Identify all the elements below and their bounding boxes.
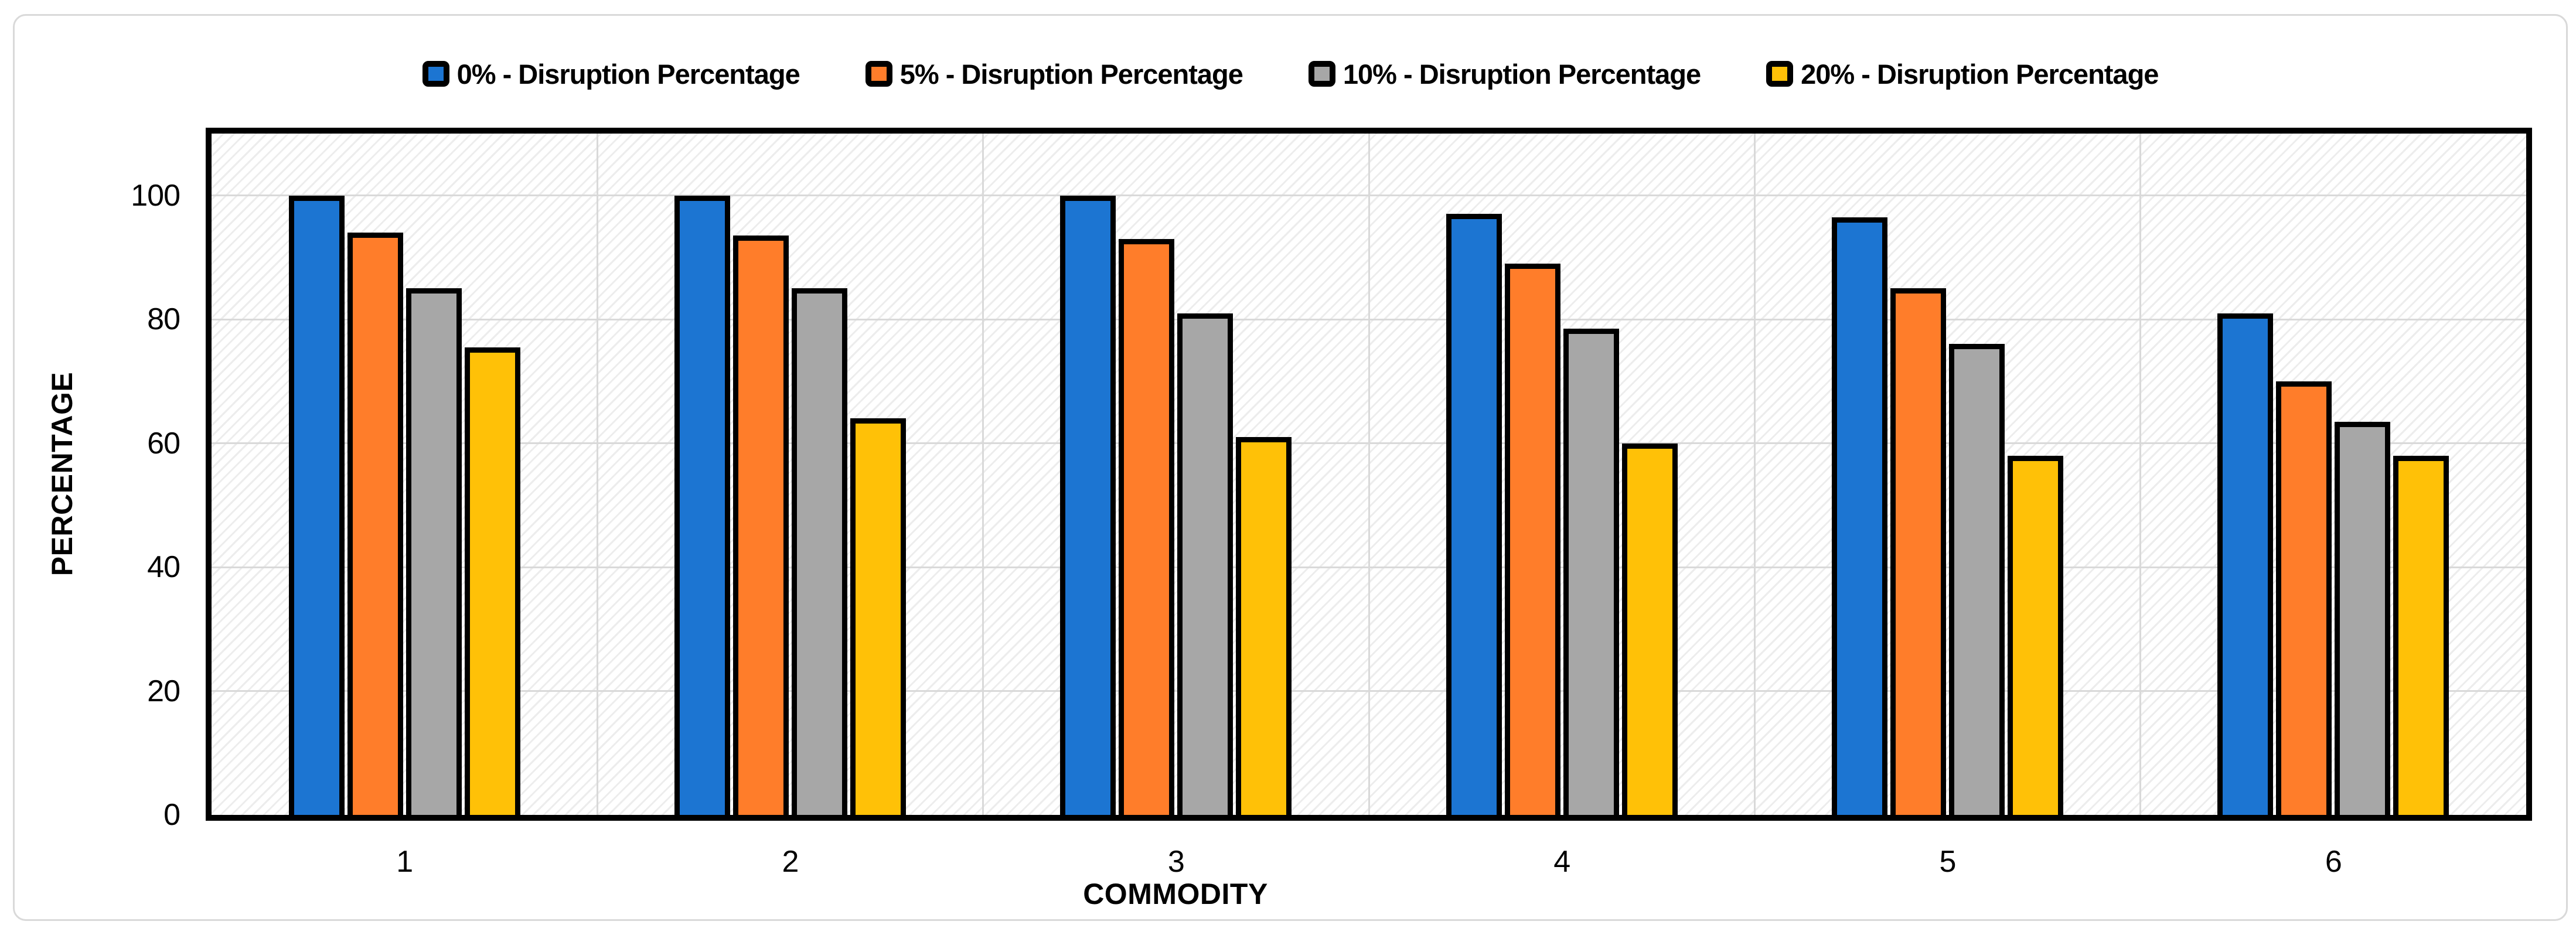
legend: 0% - Disruption Percentage 5% - Disruptio… — [15, 53, 2566, 94]
y-axis-title: PERCENTAGE — [46, 371, 79, 576]
y-tick-label: 40 — [147, 550, 180, 585]
bar-series-0-category-3 — [1446, 214, 1502, 815]
gridline-vertical — [1753, 134, 1756, 815]
bar-series-2-category-3 — [1563, 329, 1619, 815]
y-tick-label: 100 — [131, 178, 180, 213]
bar-series-2-category-0 — [406, 288, 462, 815]
bar-series-2-category-1 — [792, 288, 847, 815]
legend-item-3: 20% - Disruption Percentage — [1766, 58, 2159, 90]
bar-series-3-category-4 — [2008, 456, 2063, 815]
bar-series-1-category-4 — [1890, 288, 1946, 815]
bar-series-0-category-2 — [1060, 196, 1116, 815]
bar-series-1-category-3 — [1504, 264, 1560, 815]
gridline-vertical — [982, 134, 984, 815]
gridline-vertical — [596, 134, 598, 815]
bar-series-2-category-5 — [2335, 422, 2391, 815]
bar-series-3-category-2 — [1236, 437, 1292, 815]
bar-series-3-category-0 — [464, 347, 520, 815]
legend-label: 5% - Disruption Percentage — [899, 58, 1243, 90]
x-axis-title: COMMODITY — [1083, 878, 1268, 910]
legend-swatch-icon — [422, 61, 449, 87]
bar-series-1-category-2 — [1119, 239, 1175, 815]
bar-series-2-category-4 — [1949, 344, 2005, 815]
legend-item-1: 5% - Disruption Percentage — [865, 58, 1243, 90]
y-tick-label: 0 — [163, 798, 180, 832]
chart-card: 0% - Disruption Percentage 5% - Disruptio… — [13, 14, 2568, 921]
bar-series-2-category-2 — [1177, 313, 1234, 815]
legend-item-0: 0% - Disruption Percentage — [422, 58, 800, 90]
bar-series-0-category-0 — [288, 196, 345, 815]
x-category-label: 2 — [782, 845, 799, 879]
gridline-vertical — [1368, 134, 1370, 815]
legend-swatch-icon — [865, 61, 892, 87]
x-category-label: 3 — [1167, 845, 1185, 879]
x-category-label: 1 — [396, 845, 413, 879]
bar-series-0-category-5 — [2217, 313, 2274, 815]
y-tick-label: 80 — [147, 302, 180, 337]
legend-item-2: 10% - Disruption Percentage — [1308, 58, 1701, 90]
bar-series-1-category-5 — [2276, 381, 2332, 815]
legend-label: 0% - Disruption Percentage — [456, 58, 800, 90]
bar-series-1-category-1 — [733, 236, 789, 815]
plot-area — [206, 128, 2532, 821]
legend-label: 20% - Disruption Percentage — [1801, 58, 2159, 90]
x-category-label: 6 — [2325, 845, 2342, 879]
y-tick-label: 20 — [147, 674, 180, 708]
legend-swatch-icon — [1308, 61, 1335, 87]
bar-series-3-category-5 — [2393, 456, 2449, 815]
x-category-label: 5 — [1939, 845, 1957, 879]
bar-series-1-category-0 — [347, 233, 403, 815]
bar-series-3-category-3 — [1621, 443, 1678, 815]
legend-swatch-icon — [1766, 61, 1794, 87]
y-tick-label: 60 — [147, 426, 180, 460]
bar-series-3-category-1 — [850, 418, 906, 815]
legend-label: 10% - Disruption Percentage — [1342, 58, 1701, 90]
x-category-label: 4 — [1553, 845, 1570, 879]
gridline-vertical — [2139, 134, 2142, 815]
bar-series-0-category-1 — [674, 196, 730, 815]
bar-series-0-category-4 — [1832, 217, 1887, 815]
